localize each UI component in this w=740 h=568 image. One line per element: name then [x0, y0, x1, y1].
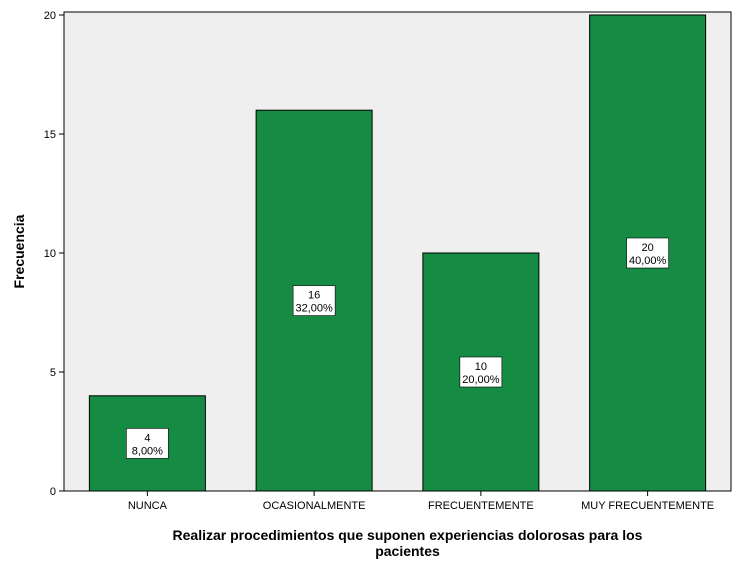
- data-label-box: [626, 237, 669, 269]
- x-axis-title-line-1: Realizar procedimientos que suponen expe…: [173, 527, 643, 543]
- x-axis-title-line-2: pacientes: [375, 543, 440, 559]
- data-label-box: [459, 356, 503, 388]
- x-axis-categories: NUNCA OCASIONALMENTE FRECUENTEMENTE MUY FRE…: [128, 491, 714, 512]
- x-tick-label: FRECUENTEMENTE: [428, 500, 534, 512]
- data-label-percent: 8,00%: [132, 445, 163, 457]
- data-label-percent: 32,00%: [295, 303, 333, 315]
- data-label-percent: 40,00%: [629, 255, 667, 267]
- data-label-count: 4: [144, 432, 150, 444]
- y-tick-label: 20: [44, 10, 56, 22]
- y-tick-label: 10: [44, 248, 56, 260]
- data-label-percent: 20,00%: [462, 374, 500, 386]
- y-tick-label: 0: [50, 486, 56, 498]
- data-label-count: 16: [308, 290, 320, 302]
- data-label-box: [292, 285, 336, 316]
- y-tick-label: 5: [50, 367, 56, 379]
- y-tick-label: 15: [44, 129, 56, 141]
- data-label-count: 10: [475, 361, 487, 373]
- x-tick-label: OCASIONALMENTE: [263, 500, 366, 512]
- bars: [88, 14, 707, 492]
- y-axis-ticks: 0 5 10 15 20: [44, 10, 64, 498]
- data-label-box: [126, 428, 169, 459]
- x-tick-label: NUNCA: [128, 500, 168, 512]
- x-tick-label: MUY FRECUENTEMENTE: [581, 500, 714, 512]
- data-label-count: 20: [642, 242, 654, 254]
- y-axis-title: Frecuencia: [11, 214, 27, 288]
